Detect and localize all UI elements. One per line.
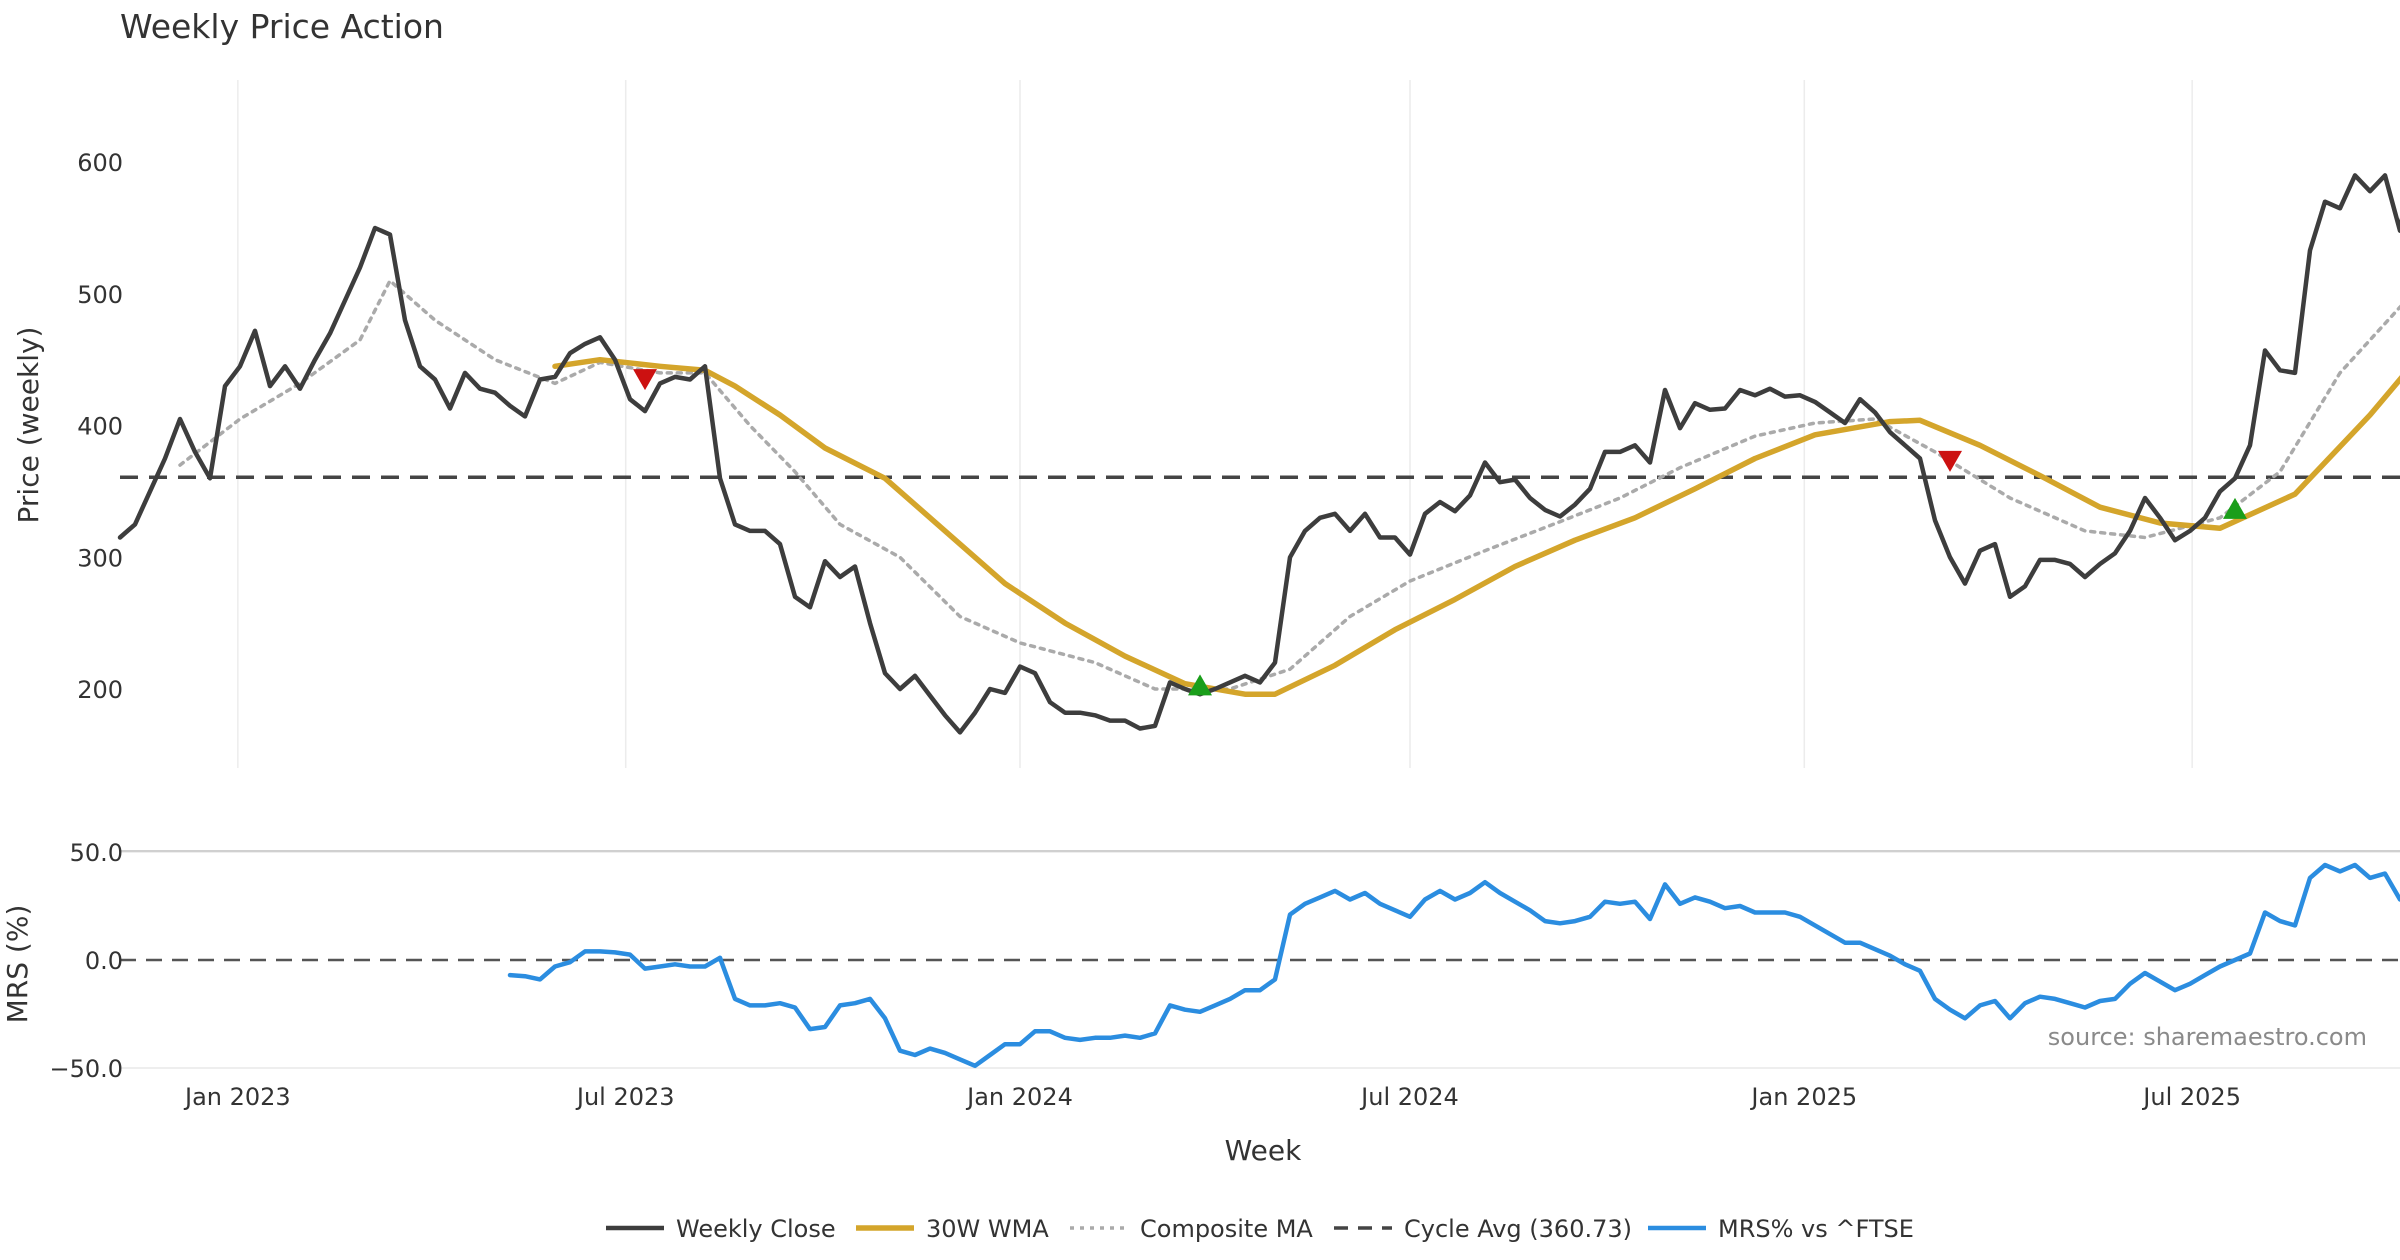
y-tick-label-4: 600 — [77, 149, 123, 177]
legend-label-composite: Composite MA — [1140, 1215, 1313, 1243]
mrs-tick-label-2: −50.0 — [49, 1055, 123, 1083]
series-line-composite — [178, 278, 2400, 691]
mrs-tick-label-0: 50.0 — [70, 839, 123, 867]
x-tick-label-0: Jan 2023 — [183, 1083, 291, 1111]
sell-marker-2 — [1938, 450, 1962, 472]
y-tick-label-1: 300 — [77, 544, 123, 572]
y-tick-label-3: 500 — [77, 281, 123, 309]
x-tick-label-4: Jan 2025 — [1749, 1083, 1857, 1111]
legend-label-mrs: MRS% vs ^FTSE — [1718, 1215, 1914, 1243]
mrs-tick-label-1: 0.0 — [85, 947, 123, 975]
mrs-y-ticks: 50.0 0.0 −50.0 — [49, 839, 123, 1083]
x-tick-label-1: Jul 2023 — [575, 1083, 675, 1111]
series-line-close — [117, 173, 2400, 735]
price-y-ticks: 200 300 400 500 600 — [77, 149, 123, 704]
legend-label-close: Weekly Close — [676, 1215, 836, 1243]
price-series — [117, 173, 2400, 735]
x-axis-label: Week — [1225, 1134, 1302, 1167]
mrs-axis-label: MRS (%) — [1, 905, 34, 1024]
x-tick-label-3: Jul 2024 — [1359, 1083, 1459, 1111]
legend: Weekly Close 30W WMA Composite MA Cycle Avg… — [606, 1215, 1914, 1243]
y-tick-label-2: 400 — [77, 413, 123, 441]
legend-label-cycle: Cycle Avg (360.73) — [1404, 1215, 1632, 1243]
source-label: source: sharemaestro.com — [2048, 1023, 2367, 1051]
buy-marker-3 — [2223, 497, 2247, 519]
y-axis-label: Price (weekly) — [12, 327, 45, 524]
mrs-series — [120, 862, 2400, 1069]
series-line-wma — [552, 356, 2400, 697]
signal-markers — [633, 369, 2247, 696]
x-ticks: Jan 2023 Jul 2023 Jan 2024 Jul 2024 Jan 2025… — [183, 1083, 2241, 1111]
y-tick-label-0: 200 — [77, 676, 123, 704]
legend-label-wma: 30W WMA — [926, 1215, 1049, 1243]
sell-marker-0 — [633, 369, 657, 391]
buy-marker-1 — [1188, 674, 1212, 696]
x-tick-label-5: Jul 2025 — [2141, 1083, 2241, 1111]
series-line-mrs — [507, 862, 2400, 1069]
x-tick-label-2: Jan 2024 — [965, 1083, 1073, 1111]
chart-title: Weekly Price Action — [120, 7, 444, 46]
